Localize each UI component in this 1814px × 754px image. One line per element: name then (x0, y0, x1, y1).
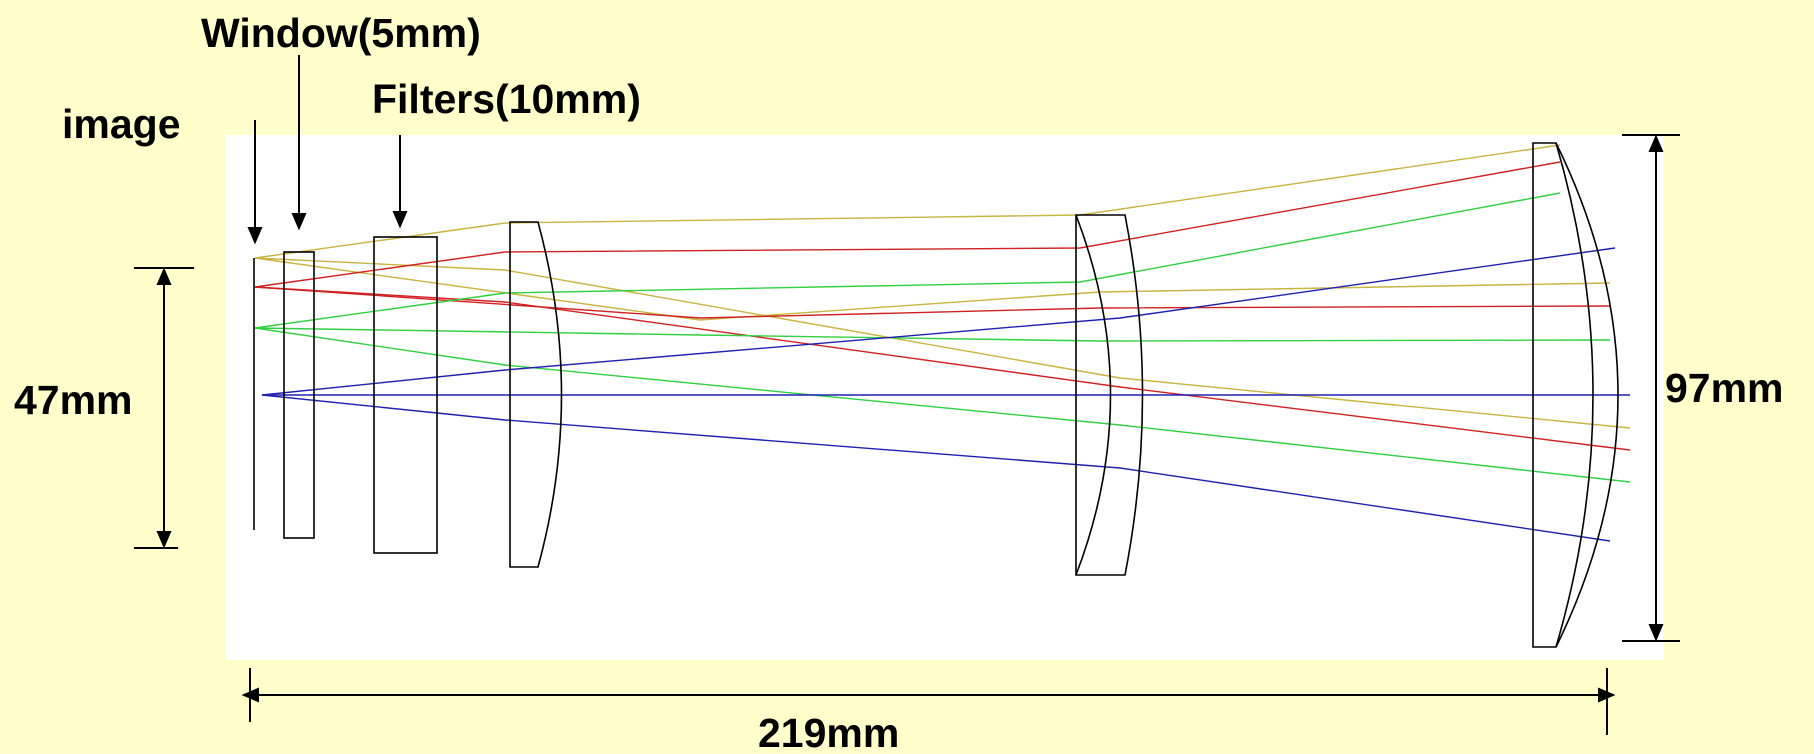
ray-blue-upper (261, 247, 1616, 396)
arrow-head-image (247, 227, 263, 245)
image-label: image (62, 101, 181, 147)
ray-yellow-chief (254, 257, 1631, 429)
lens-3 (1532, 142, 1619, 648)
length-label: 219mm (758, 710, 899, 754)
ray-green-lower (254, 327, 1611, 342)
ray-yellow-marginal (254, 144, 1561, 259)
aperture-label: 97mm (1665, 365, 1784, 411)
ray-yellow-lower (254, 257, 1611, 321)
ray-red-lower (254, 286, 1611, 319)
dimension-47mm (134, 267, 194, 549)
window-element (283, 251, 315, 539)
lens-2 (1075, 214, 1144, 576)
dimension-219mm (241, 668, 1616, 735)
arrow-head-filters (392, 211, 408, 229)
dimension-97mm (1622, 134, 1680, 642)
drawing-panel (226, 135, 1664, 660)
ray-blue-lower (261, 394, 1611, 542)
window-label: Window(5mm) (201, 10, 481, 56)
filters-label: Filters(10mm) (372, 76, 641, 122)
ray-green-marginal (254, 192, 1561, 329)
optical-elements (253, 142, 1619, 648)
field-height-label: 47mm (14, 377, 133, 423)
arrow-head-window (291, 213, 307, 231)
lens-1 (509, 221, 563, 568)
filter-element (373, 236, 438, 554)
ray-bundle (254, 144, 1631, 542)
callout-arrows (247, 55, 408, 245)
ray-red-marginal (254, 161, 1561, 288)
